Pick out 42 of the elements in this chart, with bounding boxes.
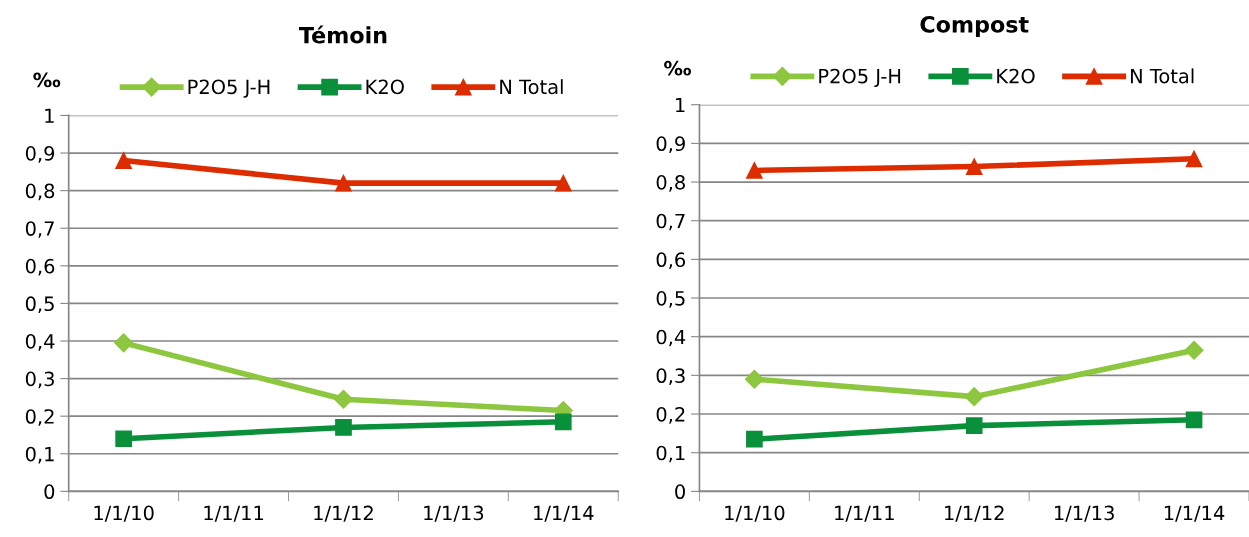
y-tick-label: 0,6 — [656, 252, 686, 270]
y-tick-label: 0,4 — [656, 329, 686, 347]
y-tick-label: 0,7 — [656, 213, 685, 231]
y-tick-label: 0,5 — [656, 290, 685, 308]
y-axis-title: ‰ — [33, 72, 61, 88]
x-tick-label: 1/1/11 — [204, 505, 264, 522]
chart-title: Compost — [920, 16, 1029, 38]
x-tick-label: 1/1/10 — [725, 505, 785, 522]
y-tick-label: 0,2 — [25, 409, 54, 426]
y-tick-label: 0,3 — [25, 371, 54, 389]
y-tick-label: 0,3 — [656, 368, 685, 386]
y-tick-label: 1 — [676, 97, 685, 113]
legend-label: P2O5 J-H — [819, 68, 901, 88]
y-tick-label: 0,1 — [25, 446, 54, 464]
x-tick-label: 1/1/11 — [835, 505, 894, 522]
x-tick-label: 1/1/13 — [424, 505, 484, 522]
y-tick-label: 0,1 — [656, 445, 685, 463]
legend-label: K2O — [366, 79, 404, 95]
legend-label: N Total — [1131, 68, 1194, 84]
legend-label: K2O — [997, 68, 1035, 84]
x-tick-label: 1/1/12 — [945, 505, 1004, 522]
x-tick-label: 1/1/13 — [1054, 505, 1114, 522]
y-tick-label: 0,9 — [656, 136, 685, 154]
legend-label: N Total — [500, 79, 563, 95]
chart-title: Témoin — [299, 25, 387, 44]
y-tick-label: 0 — [675, 484, 685, 500]
legend-label: P2O5 J-H — [188, 79, 270, 98]
y-tick-label: 0 — [44, 484, 55, 500]
y-tick-label: 0,4 — [25, 333, 55, 351]
x-tick-label: 1/1/14 — [1164, 505, 1225, 522]
y-tick-label: 1 — [45, 108, 54, 123]
y-tick-label: 0,2 — [656, 406, 685, 424]
y-tick-label: 0,8 — [25, 183, 55, 201]
y-tick-label: 0,6 — [25, 258, 55, 276]
y-tick-label: 0,7 — [25, 221, 54, 238]
y-tick-label: 0,5 — [25, 296, 54, 314]
y-tick-label: 0,9 — [25, 146, 55, 163]
y-tick-label: 0,8 — [656, 175, 685, 192]
x-tick-label: 1/1/14 — [534, 505, 594, 522]
x-tick-label: 1/1/10 — [94, 505, 154, 522]
x-tick-label: 1/1/12 — [314, 505, 373, 522]
y-axis-title: ‰ — [664, 60, 692, 76]
